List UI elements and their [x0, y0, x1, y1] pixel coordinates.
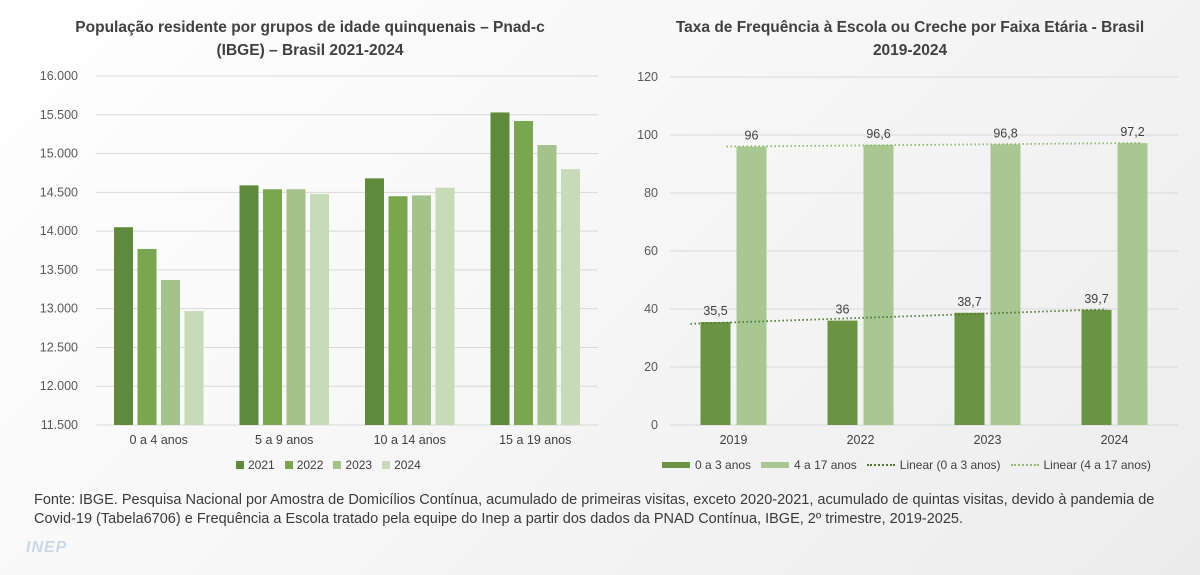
y-tick-label: 80 — [644, 186, 658, 200]
legend-label-4-17: 4 a 17 anos — [794, 458, 857, 472]
x-tick-label: 15 a 19 anos — [499, 433, 571, 447]
bar — [114, 227, 133, 425]
y-tick-label: 100 — [637, 128, 658, 142]
legend-swatch-2021 — [236, 461, 244, 469]
legend-label-2022: 2022 — [296, 458, 324, 472]
x-tick-label: 2024 — [1101, 433, 1129, 447]
legend-item-2022: 2022 — [284, 458, 324, 472]
bar — [286, 189, 306, 425]
bar — [435, 187, 455, 425]
y-tick-label: 15.500 — [40, 108, 78, 122]
school-chart-title-line2: 2019-2024 — [872, 42, 948, 59]
trendline — [690, 308, 1107, 325]
population-chart-title: População residente por grupos de idade … — [0, 16, 620, 62]
data-label: 96,8 — [993, 126, 1017, 140]
bar — [827, 320, 858, 425]
y-tick-label: 14.500 — [40, 185, 78, 199]
y-tick-label: 120 — [637, 70, 658, 84]
data-label: 97,2 — [1120, 125, 1144, 139]
legend-label-2024: 2024 — [394, 458, 421, 472]
school-chart-title-line1: Taxa de Frequência à Escola ou Creche po… — [675, 19, 1145, 36]
legend-item-0-3: 0 a 3 anos — [662, 458, 751, 472]
y-tick-label: 20 — [644, 360, 658, 374]
data-label: 96 — [745, 129, 759, 143]
bar — [365, 178, 384, 425]
bar — [561, 169, 580, 425]
legend-swatch-2024 — [382, 461, 391, 469]
bar — [239, 185, 259, 425]
legend-line-linear-4-17 — [1010, 464, 1039, 466]
y-tick-label: 40 — [644, 302, 658, 316]
bar — [990, 144, 1021, 425]
population-chart-title-line2: (IBGE) – Brasil 2021-2024 — [216, 42, 404, 59]
bar — [1081, 309, 1112, 425]
school-chart-title: Taxa de Frequência à Escola ou Creche po… — [620, 16, 1200, 62]
y-tick-label: 11.500 — [41, 418, 78, 432]
trendline — [726, 142, 1143, 148]
bar — [184, 310, 204, 425]
x-tick-label: 0 a 4 anos — [130, 433, 188, 447]
bar — [412, 195, 431, 425]
y-tick-label: 12.500 — [40, 340, 78, 354]
legend-label-2021: 2021 — [248, 458, 275, 472]
legend-item-2023: 2023 — [333, 458, 372, 472]
bar — [388, 196, 408, 425]
inep-logo: INEP — [26, 539, 68, 556]
data-label: 96,6 — [866, 127, 890, 141]
bar — [137, 248, 157, 425]
legend-item-2021: 2021 — [236, 458, 275, 472]
bar — [954, 312, 985, 425]
population-chart-title-line1: População residente por grupos de idade … — [75, 19, 545, 36]
school-chart-legend: 0 a 3 anos 4 a 17 anos Linear (0 a 3 ano… — [662, 458, 1161, 472]
x-tick-label: 5 a 9 anos — [255, 433, 313, 447]
population-chart: 11.500 12.000 12.500 13.000 13.500 14.000 14.5… — [40, 69, 598, 447]
bar — [161, 279, 180, 425]
population-chart-legend: 2021 2022 2023 2024 — [236, 458, 431, 472]
bar — [700, 322, 731, 425]
y-tick-label: 16.000 — [40, 69, 78, 83]
x-tick-label: 2023 — [974, 433, 1002, 447]
y-tick-label: 15.000 — [40, 147, 78, 161]
bar — [537, 145, 557, 425]
y-tick-label: 13.000 — [40, 302, 78, 316]
legend-swatch-2023 — [333, 461, 342, 469]
data-label: 38,7 — [957, 295, 981, 309]
y-tick-label: 13.500 — [40, 263, 78, 277]
data-label: 35,5 — [703, 304, 727, 318]
legend-label-linear-0-3: Linear (0 a 3 anos) — [899, 458, 1001, 472]
x-tick-label: 2022 — [847, 433, 875, 447]
legend-item-2024: 2024 — [382, 458, 421, 472]
x-tick-label: 10 a 14 anos — [374, 433, 446, 447]
bar — [310, 193, 329, 425]
legend-label-linear-4-17: Linear (4 a 17 anos) — [1043, 458, 1151, 472]
legend-label-0-3: 0 a 3 anos — [695, 458, 752, 472]
legend-swatch-4-17 — [761, 462, 790, 468]
legend-item-linear-4-17: Linear (4 a 17 anos) — [1010, 458, 1151, 472]
population-chart-panel: População residente por grupos de idade … — [0, 0, 620, 490]
bar — [1117, 143, 1148, 425]
source-note: Fonte: IBGE. Pesquisa Nacional por Amost… — [34, 492, 1155, 527]
legend-swatch-2022 — [284, 461, 293, 469]
legend-item-linear-0-3: Linear (0 a 3 anos) — [866, 458, 1001, 472]
data-label: 36 — [836, 303, 850, 317]
y-tick-label: 14.000 — [40, 224, 78, 238]
legend-line-linear-0-3 — [866, 464, 895, 466]
legend-item-4-17: 4 a 17 anos — [761, 458, 857, 472]
bar — [514, 120, 533, 425]
legend-swatch-0-3 — [662, 462, 690, 468]
y-tick-label: 12.000 — [40, 379, 78, 393]
y-tick-label: 60 — [644, 244, 658, 258]
bar — [263, 189, 282, 425]
x-tick-label: 2019 — [720, 433, 748, 447]
data-label: 39,7 — [1084, 292, 1108, 306]
school-attendance-chart-panel: Taxa de Frequência à Escola ou Creche po… — [620, 0, 1200, 490]
y-tick-label: 0 — [651, 418, 658, 432]
legend-label-2023: 2023 — [345, 458, 373, 472]
bar — [736, 146, 767, 425]
bar — [490, 112, 510, 425]
school-attendance-chart: 0 20 40 60 80 100 120 35,5 96 2019 36 96,6 2022 38,7 9… — [637, 70, 1178, 447]
bar — [863, 144, 894, 426]
